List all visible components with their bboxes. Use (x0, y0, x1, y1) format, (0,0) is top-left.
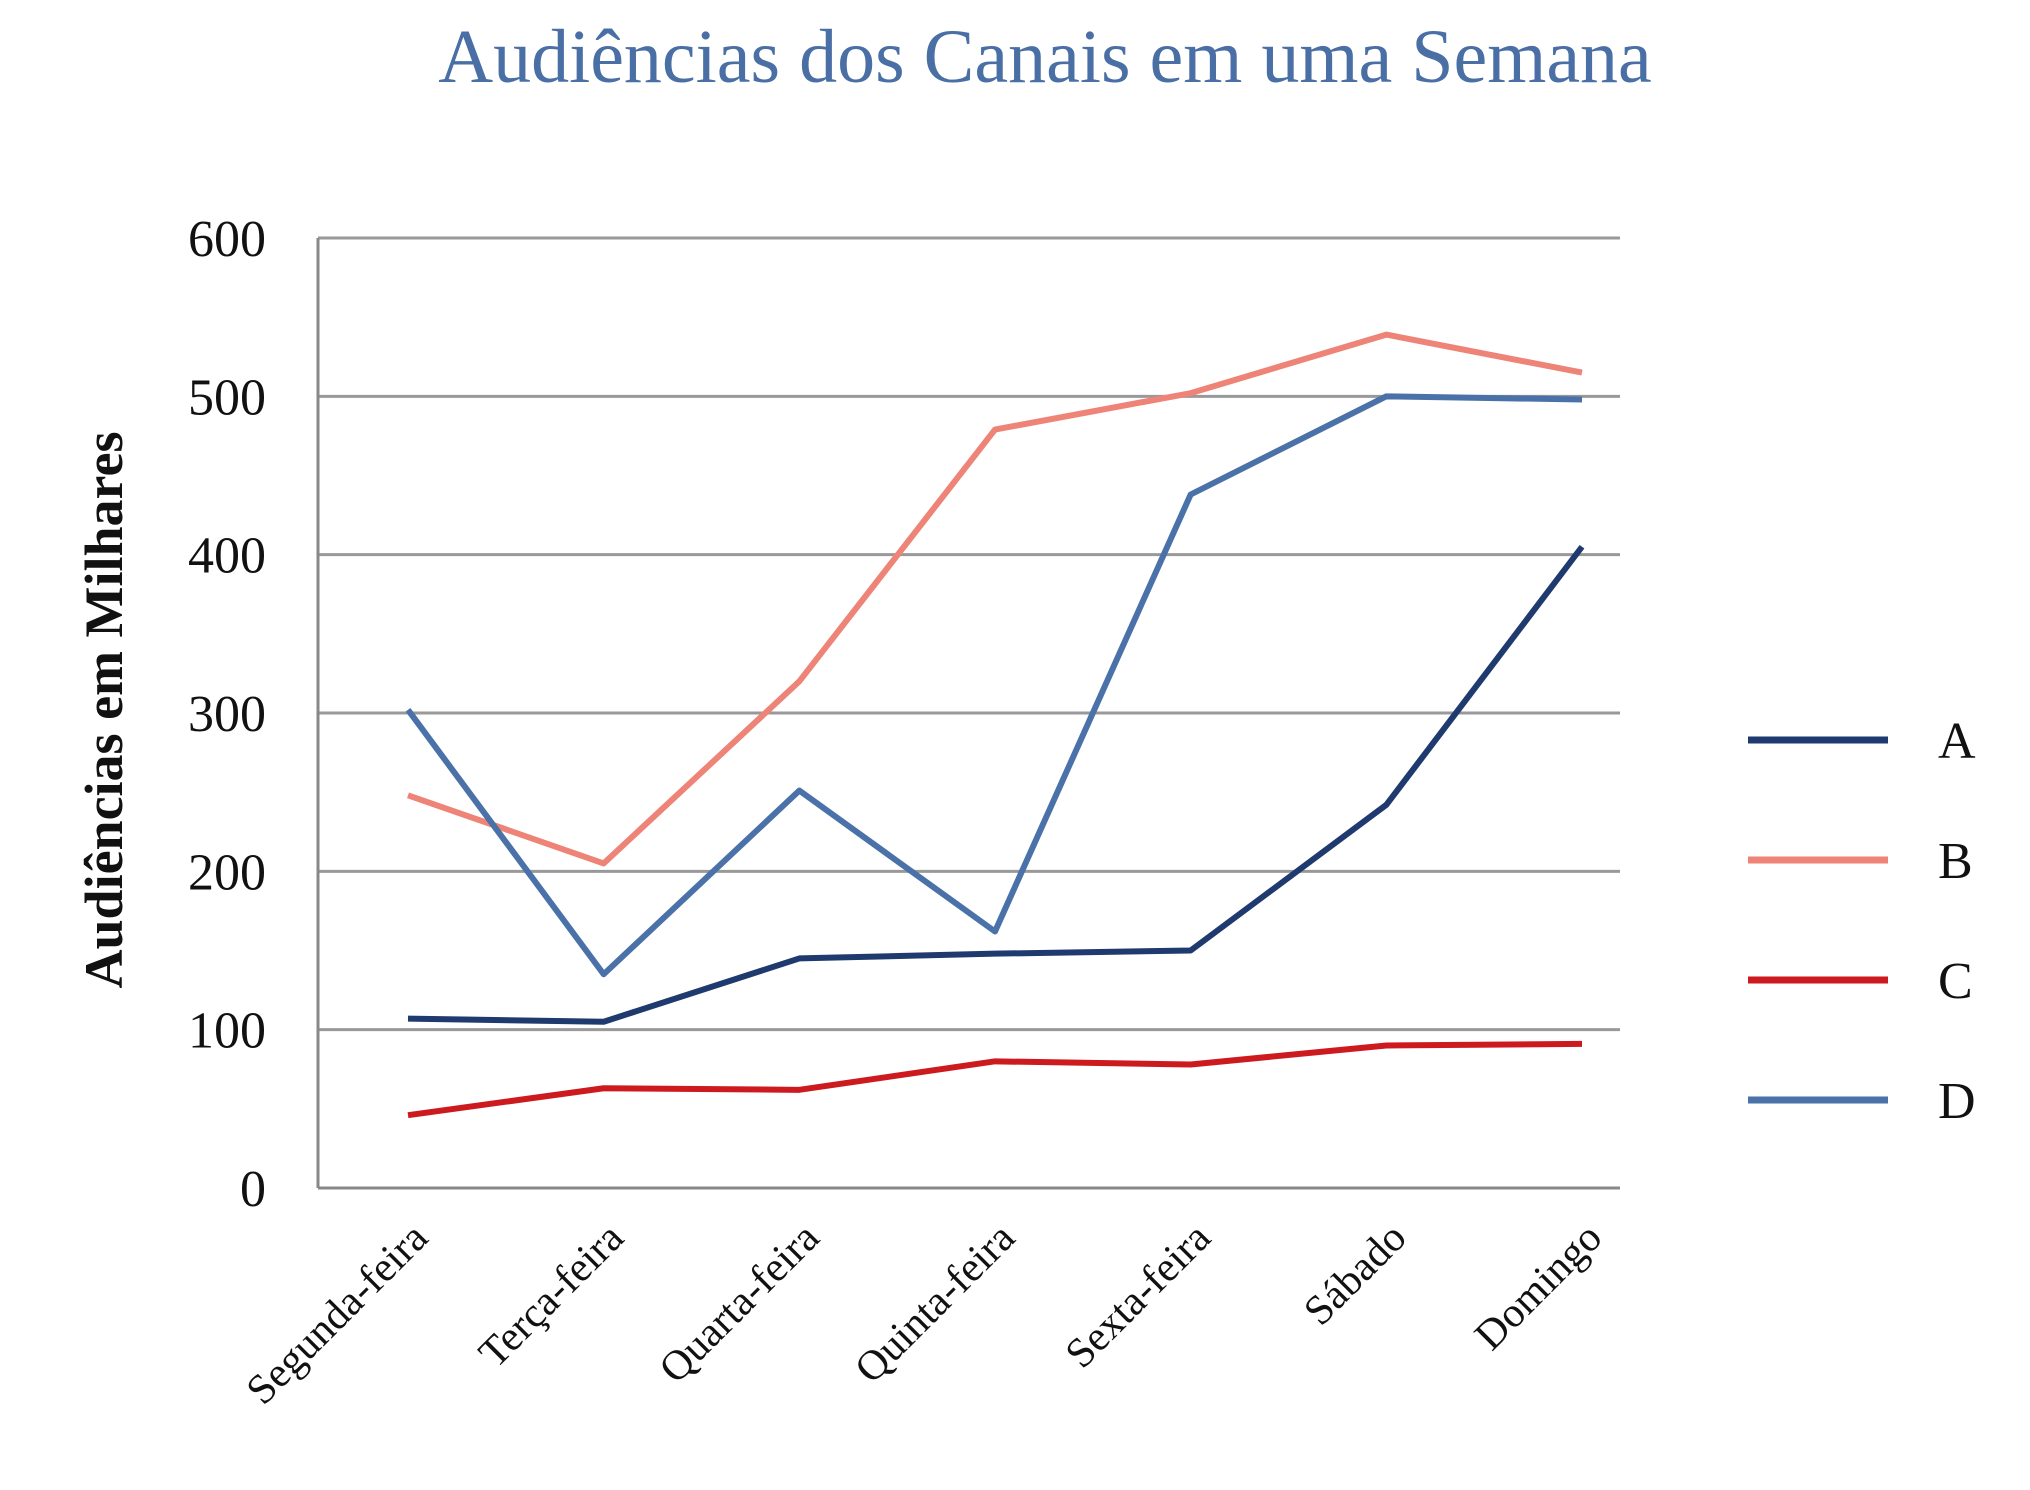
series-line-d (405, 393, 1583, 978)
x-tick-labels: Segunda-feira Terça-feira Quarta-feira Quin… (238, 1214, 1611, 1413)
y-tick-labels: 0 100 200 300 400 500 600 (188, 211, 266, 1218)
y-tick-label: 400 (188, 528, 266, 585)
series-line-c (407, 1040, 1583, 1119)
x-tick-label: Terça-feira (470, 1214, 633, 1377)
x-tick-label: Sábado (1295, 1215, 1415, 1335)
x-tick-label: Quinta-feira (846, 1214, 1024, 1392)
y-tick-label: 100 (188, 1003, 266, 1060)
y-tick-label: 300 (188, 686, 266, 743)
gridlines (318, 236, 1620, 1032)
legend-label-b: B (1938, 833, 1973, 890)
chart-title: Audiências dos Canais em uma Semana (438, 15, 1652, 99)
series-lines (405, 331, 1585, 1119)
x-tick-label: Domingo (1466, 1215, 1611, 1360)
legend: A B C D (1748, 713, 1976, 1130)
legend-label-a: A (1938, 713, 1976, 770)
series-line-a (407, 544, 1585, 1025)
y-tick-label: 200 (188, 844, 266, 901)
y-axis-label: Audiências em Milhares (74, 432, 134, 989)
y-tick-label: 0 (240, 1161, 266, 1218)
series-line-b (407, 331, 1583, 867)
x-tick-label: Quarta-feira (651, 1214, 829, 1392)
x-tick-label: Sexta-feira (1057, 1214, 1220, 1377)
axes (316, 238, 1620, 1190)
y-tick-label: 500 (188, 369, 266, 426)
y-tick-label: 600 (188, 211, 266, 268)
legend-label-c: C (1938, 953, 1973, 1010)
legend-label-d: D (1938, 1073, 1976, 1130)
x-tick-label: Segunda-feira (238, 1214, 437, 1413)
